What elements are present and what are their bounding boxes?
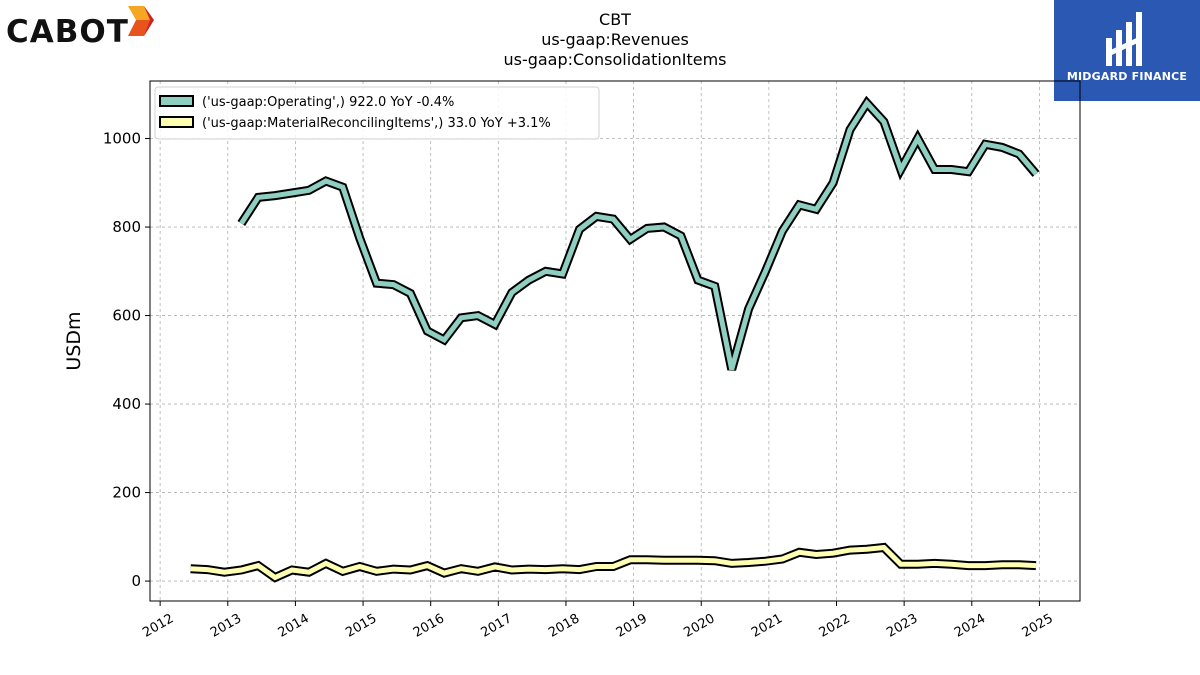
legend-swatch (159, 95, 194, 107)
chart-titles: CBT us-gaap:Revenues us-gaap:Consolidati… (415, 10, 815, 70)
y-tick-label: 1000 (103, 130, 141, 148)
series-layer (190, 95, 1040, 583)
grid (150, 81, 1080, 601)
series-1-line (190, 544, 1037, 581)
x-tick-label: 2012 (140, 611, 176, 641)
x-tick-label: 2025 (1020, 611, 1056, 641)
x-tick-label: 2023 (884, 611, 920, 641)
chart-subtitle-2: us-gaap:ConsolidationItems (503, 50, 727, 69)
legend-label: ('us-gaap:MaterialReconcilingItems',) 33… (202, 116, 551, 131)
x-tick-label: 2021 (749, 611, 785, 641)
cabot-arrow-icon (128, 6, 154, 36)
legend-box (154, 86, 600, 140)
chart-title: CBT (599, 10, 631, 29)
x-tick-label: 2013 (208, 611, 244, 641)
x-tick-label: 2019 (614, 611, 650, 641)
x-tick-label: 2016 (411, 611, 447, 641)
cabot-logo: CABOT (4, 2, 164, 50)
x-tick-label: 2015 (343, 611, 379, 641)
x-tick-label: 2014 (276, 611, 312, 641)
y-tick-label: 600 (112, 307, 141, 325)
y-tick-label: 200 (112, 484, 141, 502)
midgard-logo-text: MIDGARD FINANCE (1066, 70, 1188, 83)
x-tick-label: 2020 (681, 611, 717, 641)
plot-frame (149, 80, 1081, 602)
cabot-logo-text: CABOT (6, 14, 129, 50)
y-tick-label: 400 (112, 395, 141, 413)
series-0-line (239, 99, 1038, 371)
legend-swatch (159, 116, 194, 128)
y-tick-label: 0 (131, 572, 141, 590)
midgard-emblem-icon (1106, 12, 1142, 66)
legend-label: ('us-gaap:Operating',) 922.0 YoY -0.4% (202, 95, 454, 110)
x-tick-label: 2017 (478, 611, 514, 641)
x-tick-label: 2022 (817, 611, 853, 641)
y-tick-label: 800 (112, 218, 141, 236)
legend: ('us-gaap:Operating',) 922.0 YoY -0.4% ('… (154, 86, 600, 140)
x-tick-label: 2024 (952, 611, 988, 641)
chart-subtitle-1: us-gaap:Revenues (541, 30, 689, 49)
midgard-logo: MIDGARD FINANCE (1054, 0, 1200, 101)
x-tick-label: 2018 (546, 611, 582, 641)
y-axis-label: USDm (63, 311, 85, 370)
